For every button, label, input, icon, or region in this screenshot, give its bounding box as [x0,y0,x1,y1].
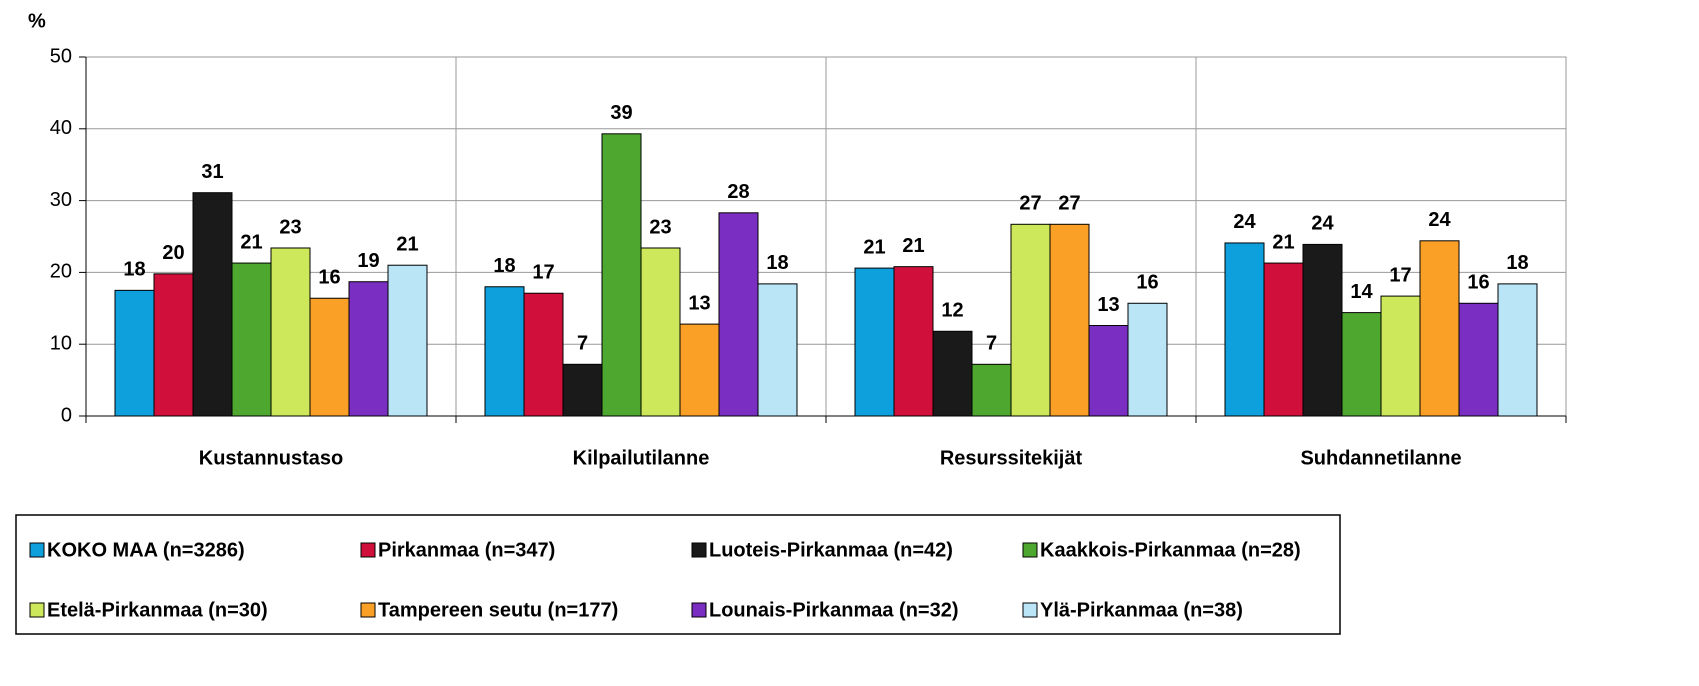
bar [1049,223,1090,417]
value-label: 18 [493,255,515,277]
value-label: 19 [357,250,379,272]
bar [387,264,428,417]
value-label: 23 [649,216,671,238]
y-tick-label: 0 [61,404,72,426]
bar [562,363,603,417]
bar [192,192,233,417]
value-label: 12 [941,300,963,322]
bar [1224,242,1265,417]
legend-label: Kaakkois-Pirkanmaa (n=28) [1040,539,1301,561]
value-label: 27 [1019,193,1041,215]
legend-label: Tampereen seutu (n=177) [378,599,618,621]
value-label: 27 [1058,193,1080,215]
x-tick-label: Kilpailutilanne [573,447,710,469]
legend-label: KOKO MAA (n=3286) [47,539,245,561]
value-label: 31 [201,161,223,183]
y-tick-label: 40 [50,117,72,139]
value-label: 17 [1389,264,1411,286]
legend-label: Luoteis-Pirkanmaa (n=42) [709,539,953,561]
bar [1458,302,1499,417]
legend-box [15,514,1341,635]
x-tick-label: Resurssitekijät [940,447,1083,469]
legend-swatch [360,542,376,558]
value-label: 7 [577,333,588,355]
legend-swatch [691,542,707,558]
bar [718,212,759,417]
value-label: 24 [1233,211,1256,233]
value-label: 18 [766,252,788,274]
legend-label: Pirkanmaa (n=347) [378,539,555,561]
value-label: 21 [240,231,262,253]
bar [757,283,798,417]
bar [854,267,895,417]
bar [309,297,350,417]
value-label: 16 [1136,272,1158,294]
value-label: 39 [610,102,632,124]
value-label: 20 [162,242,184,264]
value-label: 14 [1350,281,1373,303]
value-label: 18 [1506,252,1528,274]
bar [893,266,934,417]
value-label: 21 [396,234,418,256]
value-label: 18 [123,259,145,281]
value-label: 28 [727,181,749,203]
y-axis-label: % [28,10,46,32]
bar [270,247,311,417]
bar [1380,295,1421,417]
legend-label: Lounais-Pirkanmaa (n=32) [709,599,959,621]
x-tick-label: Suhdannetilanne [1300,447,1461,469]
y-tick-label: 50 [50,45,72,67]
legend-label: Etelä-Pirkanmaa (n=30) [47,599,268,621]
bar [1010,223,1051,417]
value-label: 16 [318,267,340,289]
legend-swatch [29,602,45,618]
value-label: 21 [1272,231,1294,253]
legend-swatch [1022,542,1038,558]
legend-label: Ylä-Pirkanmaa (n=38) [1040,599,1243,621]
value-label: 7 [986,333,997,355]
value-label: 23 [279,216,301,238]
value-label: 21 [902,235,924,257]
y-tick-label: 20 [50,261,72,283]
bar [1088,325,1129,417]
bar [484,286,525,417]
legend-swatch [360,602,376,618]
value-label: 24 [1428,209,1451,231]
bar [971,363,1012,417]
value-label: 24 [1311,213,1334,235]
bar [1127,302,1168,417]
bar [679,323,720,417]
value-label: 13 [1097,294,1119,316]
bar [1419,240,1460,417]
x-tick-label: Kustannustaso [199,447,343,469]
legend-swatch [691,602,707,618]
bar [1302,243,1343,417]
bar [601,133,642,417]
value-label: 17 [532,262,554,284]
legend-swatch [29,542,45,558]
bar [1341,312,1382,417]
bar [523,292,564,417]
y-tick-label: 30 [50,189,72,211]
legend-swatch [1022,602,1038,618]
bar [932,330,973,417]
value-label: 16 [1467,272,1489,294]
value-label: 13 [688,292,710,314]
bar [1263,262,1304,417]
bar [114,289,155,417]
bar [640,247,681,417]
bar [231,262,272,417]
bar [1497,283,1538,417]
y-tick-label: 10 [50,332,72,354]
value-label: 21 [863,236,885,258]
bar [153,273,194,417]
bar [348,281,389,417]
